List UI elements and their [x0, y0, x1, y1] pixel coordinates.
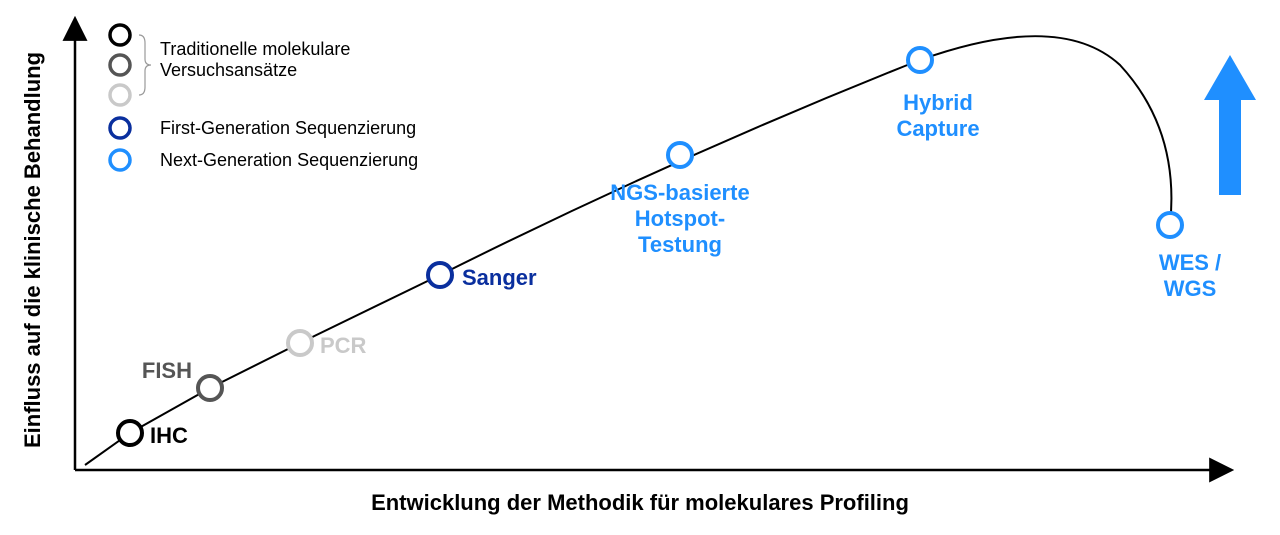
- point-label-hybrid: HybridCapture: [896, 90, 979, 141]
- x-axis-label: Entwicklung der Methodik für molekulares…: [371, 490, 909, 515]
- point-label-fish: FISH: [142, 358, 192, 383]
- trend-curve: [85, 36, 1171, 465]
- point-label-ihc: IHC: [150, 423, 188, 448]
- legend-marker-0-2: [110, 85, 130, 105]
- point-sanger: [428, 263, 452, 287]
- point-label-sanger: Sanger: [462, 265, 537, 290]
- point-ngs: [668, 143, 692, 167]
- legend-label-1: First-Generation Sequenzierung: [160, 118, 416, 138]
- legend-bracket: [139, 35, 151, 95]
- point-label-wes: WES /WGS: [1159, 250, 1221, 301]
- point-pcr: [288, 331, 312, 355]
- point-wes: [1158, 213, 1182, 237]
- point-label-ngs: NGS-basierteHotspot-Testung: [610, 180, 749, 257]
- legend-label-2: Next-Generation Sequenzierung: [160, 150, 418, 170]
- legend-marker-2-0: [110, 150, 130, 170]
- upward-arrow-icon: [1204, 55, 1256, 195]
- legend-marker-0-0: [110, 25, 130, 45]
- chart-canvas: Entwicklung der Methodik für molekulares…: [0, 0, 1280, 535]
- legend-marker-1-0: [110, 118, 130, 138]
- point-hybrid: [908, 48, 932, 72]
- legend-label-0: Traditionelle molekulareVersuchsansätze: [160, 39, 350, 80]
- point-label-pcr: PCR: [320, 333, 367, 358]
- legend-marker-0-1: [110, 55, 130, 75]
- point-ihc: [118, 421, 142, 445]
- y-axis-label: Einfluss auf die klinische Behandlung: [20, 52, 45, 448]
- point-fish: [198, 376, 222, 400]
